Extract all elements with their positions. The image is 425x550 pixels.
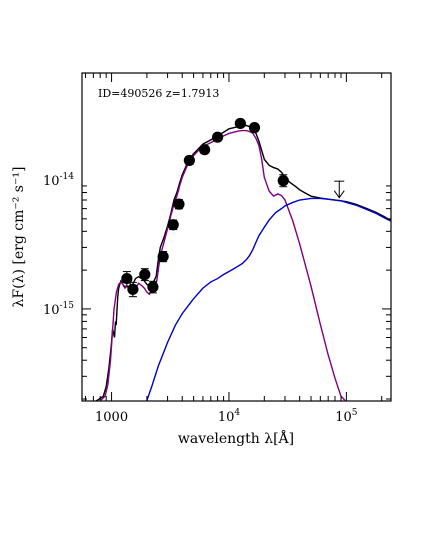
data-point — [157, 250, 169, 263]
data-point — [183, 154, 195, 167]
x-tick-label-exponent: 4 — [234, 408, 240, 418]
y-tick-label: 10-14 — [43, 172, 74, 189]
data-point — [127, 283, 139, 295]
data-point — [167, 219, 179, 231]
data-point — [198, 144, 211, 156]
axis-ticks — [82, 73, 391, 401]
data-point — [173, 198, 185, 210]
y-tick-label-exponent: -14 — [60, 172, 75, 182]
source-annotation: ID=490526 z=1.7913 — [98, 87, 219, 100]
series-line-2 — [145, 197, 391, 401]
series-line-1 — [98, 129, 347, 401]
x-tick-labels: 1000 104 105 — [95, 408, 358, 425]
x-tick-label-base: 1000 — [95, 410, 128, 425]
data-point — [211, 131, 224, 143]
data-point — [121, 272, 133, 285]
data-point — [277, 175, 289, 187]
data-point — [234, 117, 246, 130]
x-tick-label-base: 10 — [335, 410, 352, 425]
x-tick-label: 1000 — [95, 410, 128, 425]
data-point — [139, 268, 151, 281]
plot-frame — [81, 72, 392, 402]
y-axis-title: λF(λ) [erg cm⁻² s⁻¹] — [11, 167, 27, 308]
y-tick-label: 10-15 — [43, 301, 74, 318]
series-line-0 — [94, 124, 391, 401]
x-tick-label: 105 — [335, 408, 358, 425]
y-tick-label-exponent: -15 — [60, 301, 75, 311]
y-tick-label-base: 10 — [43, 174, 60, 189]
data-points — [121, 117, 345, 298]
x-tick-label: 104 — [218, 408, 241, 425]
y-tick-label-base: 10 — [43, 303, 60, 318]
x-axis-title: wavelength λ[Å] — [178, 429, 294, 447]
model-curves — [94, 124, 391, 401]
x-tick-label-base: 10 — [218, 410, 235, 425]
upper-limit-arrow — [333, 190, 345, 199]
data-point — [248, 122, 261, 134]
data-point — [147, 281, 159, 293]
x-tick-label-exponent: 5 — [352, 408, 358, 418]
